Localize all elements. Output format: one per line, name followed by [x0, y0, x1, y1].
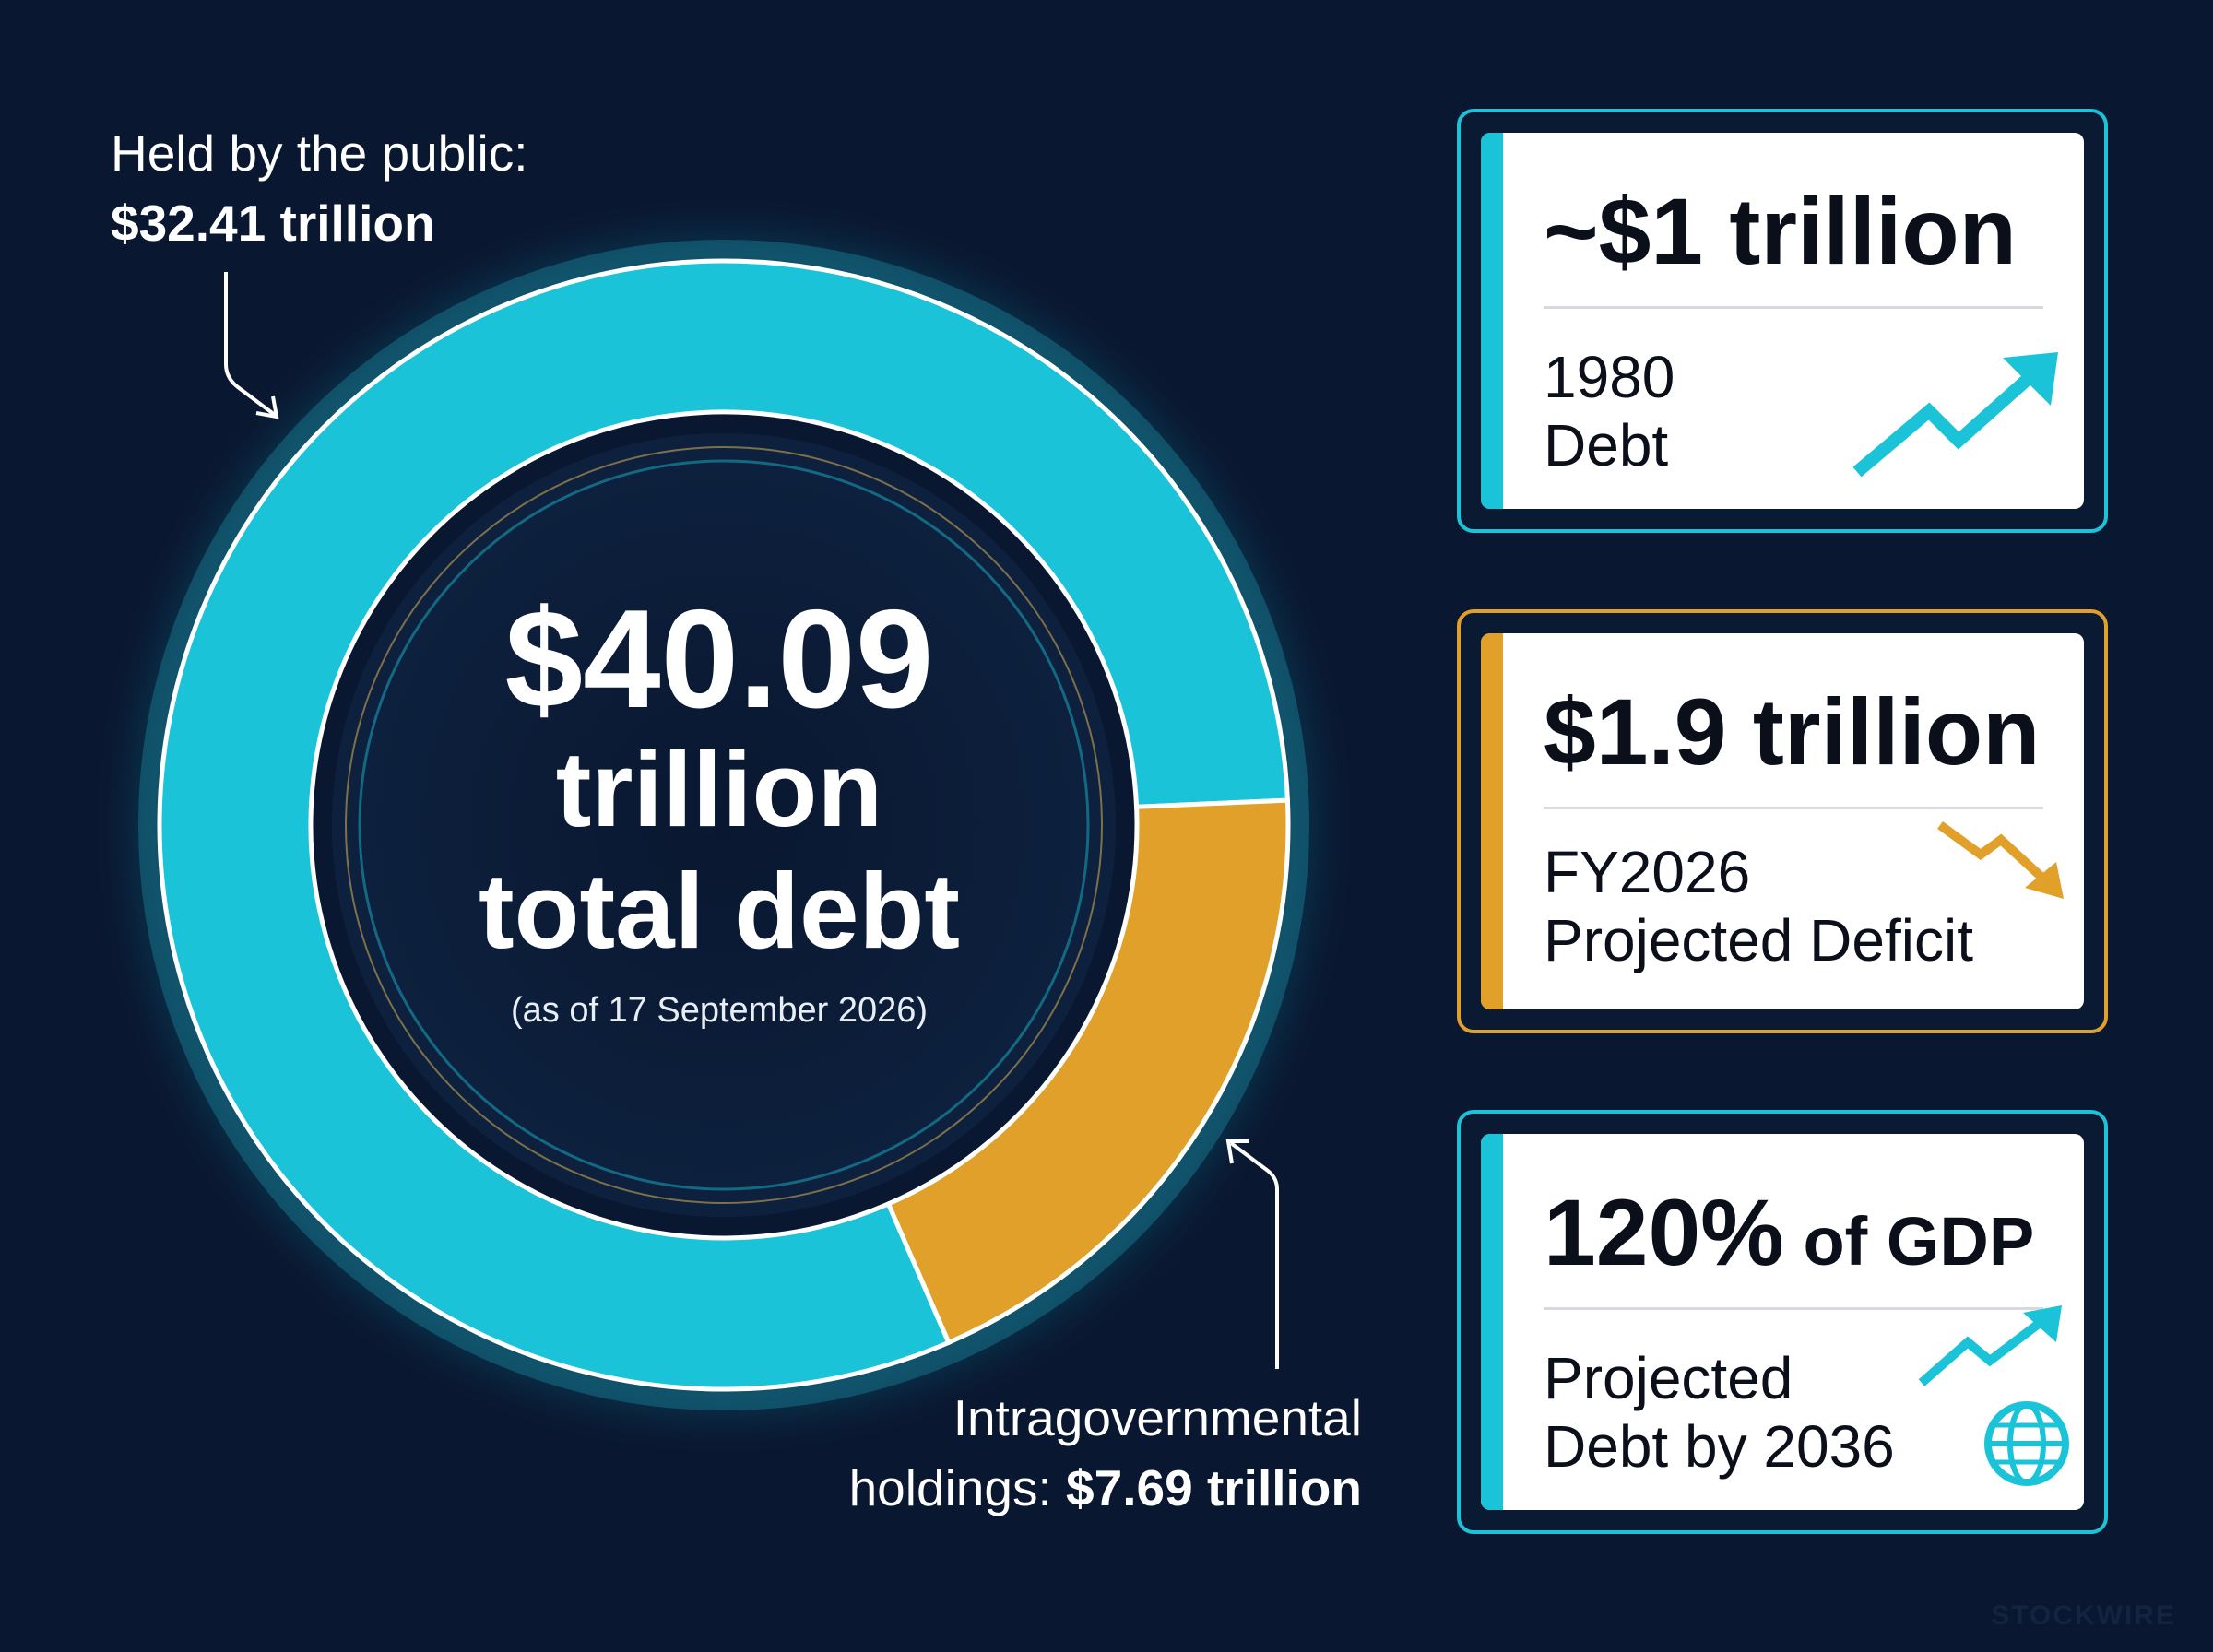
trend-down-icon	[1937, 820, 2064, 899]
card-fy2026-deficit: $1.9 trillion FY2026 Projected Deficit	[1457, 609, 2108, 1033]
card-label: FY2026 Projected Deficit	[1544, 838, 1973, 974]
card-label-line2: Debt by 2036	[1544, 1413, 1895, 1480]
total-amount: $40.09	[504, 581, 934, 738]
intra-label-line1: Intragovernmental	[953, 1389, 1362, 1446]
intra-arrow	[1229, 1141, 1279, 1369]
card-debt-2036: 120% of GDP Projected Debt by 2036	[1457, 1110, 2108, 1534]
card-value: ~$1 trillion	[1544, 179, 2017, 284]
card-1980-debt-inner: ~$1 trillion 1980 Debt	[1481, 133, 2084, 509]
card-label: Projected Debt by 2036	[1544, 1344, 1895, 1481]
intra-label-value: $7.69 trillion	[1066, 1459, 1362, 1516]
card-value: 120% of GDP	[1544, 1182, 2034, 1292]
intra-arrow-head	[1225, 1139, 1249, 1164]
total-date: (as of 17 September 2026)	[510, 991, 929, 1030]
card-accent-stripe	[1481, 133, 1503, 509]
inner-ring-cyan	[358, 459, 1090, 1191]
card-1980-debt: ~$1 trillion 1980 Debt	[1457, 109, 2108, 533]
globe-icon	[1984, 1401, 2069, 1486]
total-label: total debt	[479, 851, 960, 971]
intra-label: Intragovernmental holdings: $7.69 trilli…	[849, 1383, 1362, 1523]
donut-center-text: $40.09 trillion total debt (as of 17 Sep…	[350, 581, 1088, 1038]
card-label: 1980 Debt	[1544, 343, 1675, 479]
trend-up-icon	[1852, 352, 2058, 478]
donut-glow	[138, 240, 1309, 1410]
card-label-line2: Projected Deficit	[1544, 907, 1973, 974]
public-arrow	[224, 272, 277, 417]
public-label-prefix: Held by the public:	[111, 124, 528, 182]
card-value-suffix: of GDP	[1783, 1203, 2035, 1280]
slice-intragovernmental	[885, 797, 1291, 1346]
donut-hole	[332, 433, 1116, 1217]
public-arrow-head	[255, 395, 279, 419]
watermark: STOCKWIRE	[1991, 1600, 2176, 1631]
card-value-main: 120%	[1544, 1180, 1784, 1285]
public-label: Held by the public: $32.41 trillion	[111, 118, 528, 258]
inner-ring-gold	[345, 446, 1103, 1204]
card-accent-stripe	[1481, 1134, 1503, 1510]
card-label-line1: FY2026	[1544, 839, 1751, 905]
card-divider	[1544, 306, 2043, 309]
slice-held-by-public	[157, 258, 1291, 1392]
card-fy2026-deficit-inner: $1.9 trillion FY2026 Projected Deficit	[1481, 633, 2084, 1009]
card-accent-stripe	[1481, 633, 1503, 1009]
card-label-line1: Projected	[1544, 1345, 1793, 1411]
total-unit: trillion	[555, 729, 883, 849]
trend-up-icon	[1918, 1305, 2062, 1386]
card-label-line1: 1980	[1544, 344, 1675, 410]
card-value: $1.9 trillion	[1544, 679, 2041, 785]
card-label-line2: Debt	[1544, 412, 1669, 478]
intra-label-prefix: holdings:	[848, 1459, 1067, 1516]
public-label-value: $32.41 trillion	[111, 195, 435, 252]
card-divider	[1544, 807, 2043, 809]
card-divider	[1544, 1307, 2043, 1310]
card-debt-2036-inner: 120% of GDP Projected Debt by 2036	[1481, 1134, 2084, 1510]
